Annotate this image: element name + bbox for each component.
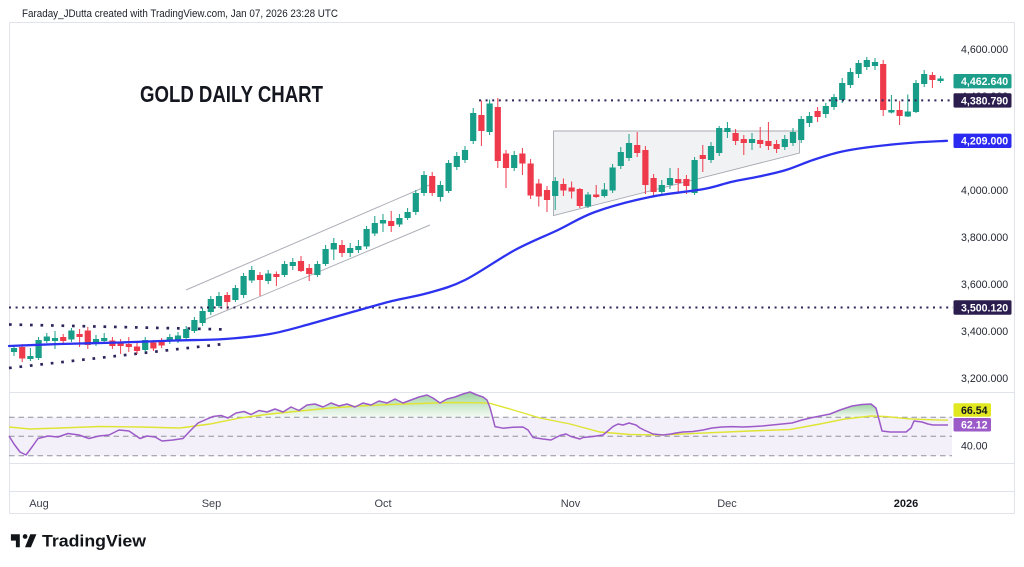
svg-text:Dec: Dec (717, 498, 737, 510)
svg-text:4,462.640: 4,462.640 (961, 76, 1008, 88)
svg-text:4,380.790: 4,380.790 (961, 95, 1008, 107)
svg-text:Aug: Aug (29, 498, 49, 510)
svg-text:3,800.000: 3,800.000 (961, 232, 1008, 244)
svg-text:GOLD DAILY CHART: GOLD DAILY CHART (140, 81, 324, 107)
svg-text:2026: 2026 (894, 498, 918, 510)
svg-text:Nov: Nov (561, 498, 581, 510)
svg-text:TradingView: TradingView (42, 532, 147, 551)
svg-text:3,200.000: 3,200.000 (961, 373, 1008, 385)
svg-text:62.12: 62.12 (961, 420, 988, 432)
svg-text:3,500.120: 3,500.120 (961, 302, 1008, 314)
svg-text:3,400.000: 3,400.000 (961, 326, 1008, 338)
svg-text:4,209.000: 4,209.000 (961, 136, 1008, 148)
svg-text:3,600.000: 3,600.000 (961, 279, 1008, 291)
svg-text:Sep: Sep (202, 498, 222, 510)
svg-text:40.00: 40.00 (961, 441, 988, 453)
svg-text:4,600.000: 4,600.000 (961, 44, 1008, 56)
svg-text:Faraday_JDutta created with Tr: Faraday_JDutta created with TradingView.… (22, 8, 338, 20)
svg-text:Oct: Oct (374, 498, 391, 510)
svg-text:66.54: 66.54 (961, 405, 988, 417)
svg-text:4,000.000: 4,000.000 (961, 185, 1008, 197)
